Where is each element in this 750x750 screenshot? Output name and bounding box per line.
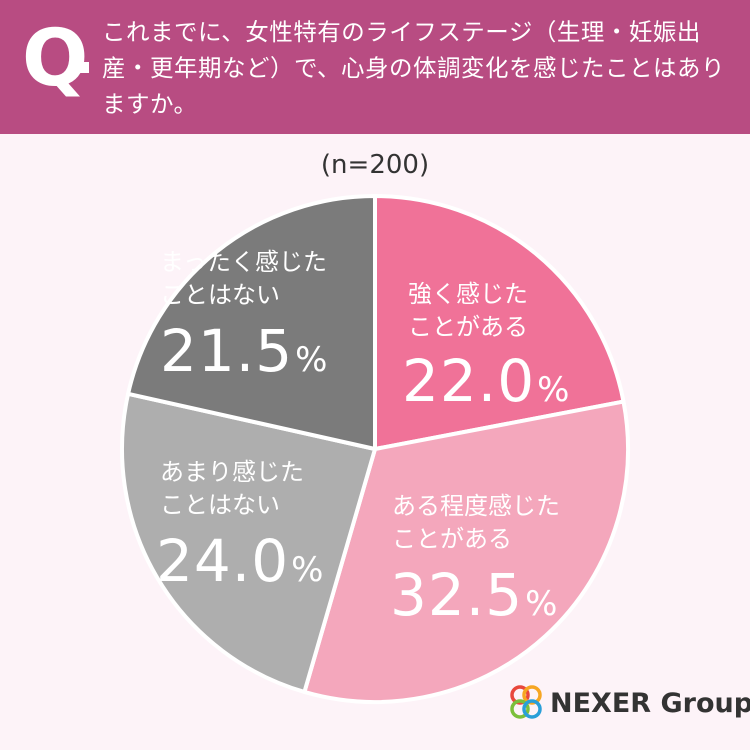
slice-pct-little-unit: % [291, 550, 325, 590]
slice-label-never: まったく感じた ことはない [160, 246, 327, 312]
slice-label-little-line2: ことはない [160, 491, 280, 519]
slice-label-little-line1: あまり感じた [160, 458, 304, 486]
slice-pct-never-unit: % [295, 340, 329, 380]
question-text: これまでに、女性特有のライフステージ（生理・妊娠出産・更年期など）で、心身の体調… [102, 18, 726, 118]
logo-ring-orange [522, 685, 542, 705]
slice-pct-strong-value: 22.0 [402, 347, 536, 415]
logo-ring-red [510, 685, 530, 705]
slice-label-somewhat-line1: ある程度感じた [392, 492, 560, 520]
logo-ring-green [510, 699, 530, 719]
slice-pct-never-value: 21.5 [160, 317, 294, 385]
slice-pct-somewhat-value: 32.5 [390, 561, 524, 629]
question-mark-dot [78, 62, 89, 73]
pie-slice-never [126, 194, 377, 451]
slice-pct-somewhat-unit: % [525, 584, 559, 624]
question-mark: Q [22, 14, 88, 104]
slice-label-never-line2: ことはない [160, 281, 280, 309]
sample-size: (n=200) [320, 150, 430, 180]
slice-pct-somewhat: 32.5% [390, 566, 558, 624]
slice-pct-little-value: 24.0 [156, 527, 290, 595]
slice-pct-strong-unit: % [537, 370, 571, 410]
slice-label-somewhat-line2: ことがある [392, 525, 512, 553]
pie-slice-strong [373, 194, 626, 451]
logo-text: NEXER Group [550, 688, 750, 719]
logo-rings-icon [510, 685, 542, 719]
slice-pct-never: 21.5% [160, 322, 328, 380]
question-header: Q これまでに、女性特有のライフステージ（生理・妊娠出産・更年期など）で、心身の… [0, 0, 750, 134]
slice-pct-strong: 22.0% [402, 352, 570, 410]
slice-label-strong-line2: ことがある [408, 313, 528, 341]
logo-ring-blue [522, 699, 542, 719]
slice-pct-little: 24.0% [156, 532, 324, 590]
slice-label-little: あまり感じた ことはない [160, 456, 304, 522]
slice-label-never-line1: まったく感じた [160, 248, 328, 276]
nexer-logo: NEXER Group [506, 683, 750, 735]
slice-label-strong: 強く感じた ことがある [408, 278, 528, 344]
slice-label-somewhat: ある程度感じた ことがある [392, 490, 560, 556]
pie-slice-somewhat [302, 399, 630, 704]
slice-label-strong-line1: 強く感じた [408, 280, 528, 308]
pie-slice-little [120, 391, 377, 694]
